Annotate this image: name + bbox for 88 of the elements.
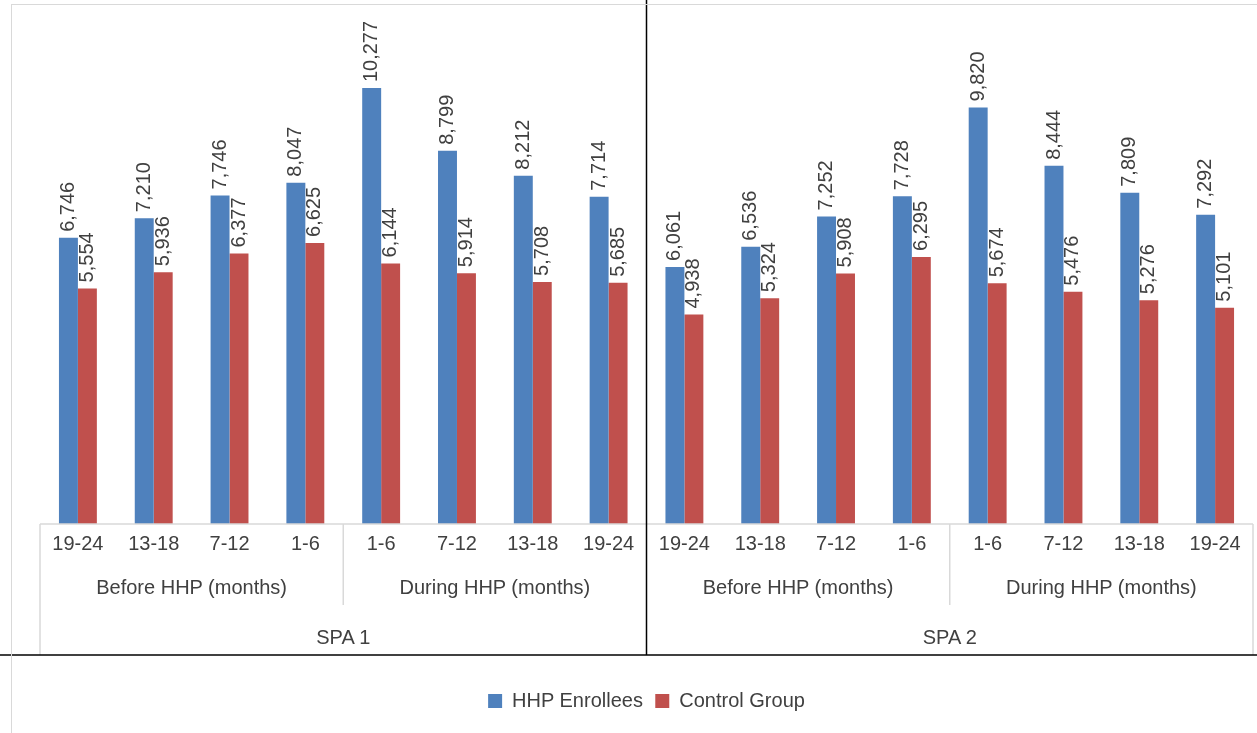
bar (362, 88, 382, 524)
data-label: 8,212 (510, 119, 533, 170)
x-tick-label: 1-6 (290, 531, 320, 554)
data-label: 5,276 (1136, 244, 1159, 295)
data-label: 8,799 (435, 94, 458, 145)
x-tick-label: 1-6 (897, 531, 927, 554)
text: Before HHP (months) (96, 575, 288, 598)
x-tick-label: 19-24 (583, 531, 635, 554)
bar (229, 253, 249, 524)
text: SPA 2 (922, 625, 977, 648)
bar (532, 281, 552, 524)
text: During HHP (months) (399, 575, 591, 598)
bar (741, 246, 761, 524)
data-label: 7,728 (889, 140, 912, 191)
bar (134, 218, 154, 524)
x-tick-label: 7-12 (209, 531, 250, 554)
bar (911, 256, 931, 524)
x-tick-label: 7-12 (436, 531, 477, 554)
data-label: 5,914 (453, 217, 476, 268)
data-label: 9,820 (965, 51, 988, 102)
text: Before HHP (months) (702, 575, 894, 598)
bar (1196, 214, 1216, 524)
data-label: 4,938 (681, 258, 704, 309)
bar (892, 196, 912, 524)
data-label: 6,377 (226, 197, 249, 248)
data-label: 5,476 (1060, 235, 1083, 286)
bar (153, 272, 173, 524)
legend-label: HHP Enrollees (512, 688, 643, 711)
bar (836, 273, 855, 524)
bar (1063, 291, 1083, 524)
bar (760, 298, 780, 524)
x-tick-label: 19-24 (1189, 531, 1241, 554)
bar (77, 288, 97, 524)
data-label: 5,936 (150, 216, 173, 267)
bar (381, 263, 401, 524)
data-label: 6,625 (302, 186, 325, 237)
data-label: 7,292 (1193, 158, 1216, 209)
data-label: 5,554 (74, 232, 97, 283)
legend-label: Control Group (679, 688, 805, 711)
data-label: 6,144 (378, 207, 401, 258)
data-label: 7,210 (131, 162, 154, 213)
data-label: 5,908 (833, 217, 856, 268)
bar (589, 196, 609, 524)
bar (210, 195, 230, 524)
x-tick-label: 19-24 (658, 531, 710, 554)
data-label: 5,101 (1212, 251, 1235, 302)
bar (968, 107, 988, 524)
data-label: 5,674 (984, 227, 1007, 278)
data-label: 6,536 (738, 190, 761, 241)
bar (58, 237, 78, 524)
bar (608, 282, 628, 524)
bar (1215, 307, 1235, 524)
bar (513, 175, 533, 524)
data-label: 7,714 (586, 140, 609, 191)
bar (817, 216, 837, 524)
data-label: 10,277 (359, 20, 382, 83)
x-tick-label: 19-24 (52, 531, 104, 554)
x-tick-label: 7-12 (816, 531, 857, 554)
x-tick-label: 13-18 (128, 531, 180, 554)
bar (305, 242, 325, 524)
bar (456, 273, 476, 524)
bar (987, 283, 1007, 524)
data-label: 5,324 (757, 242, 780, 293)
bar (684, 314, 704, 524)
data-label: 6,295 (908, 200, 931, 251)
bar (665, 266, 685, 524)
text: During HHP (months) (1005, 575, 1197, 598)
data-label: 7,746 (207, 139, 230, 190)
x-tick-label: 13-18 (507, 531, 559, 554)
data-label: 5,685 (605, 226, 628, 277)
x-tick-label: 13-18 (1113, 531, 1165, 554)
data-label: 6,061 (662, 210, 685, 261)
data-label: 6,746 (55, 181, 78, 232)
data-label: 8,047 (283, 126, 306, 177)
data-label: 7,809 (1117, 136, 1140, 187)
x-tick-label: 13-18 (734, 531, 786, 554)
data-label: 5,708 (529, 225, 552, 276)
x-tick-label: 1-6 (366, 531, 396, 554)
bar (1139, 300, 1159, 524)
bar (286, 182, 306, 524)
data-label: 8,444 (1041, 109, 1064, 160)
text: SPA 1 (316, 625, 371, 648)
bar (438, 150, 457, 524)
x-tick-label: 7-12 (1043, 531, 1084, 554)
x-tick-label: 1-6 (973, 531, 1003, 554)
data-label: 7,252 (814, 160, 837, 211)
bar (1044, 165, 1064, 524)
bar (1120, 192, 1140, 524)
